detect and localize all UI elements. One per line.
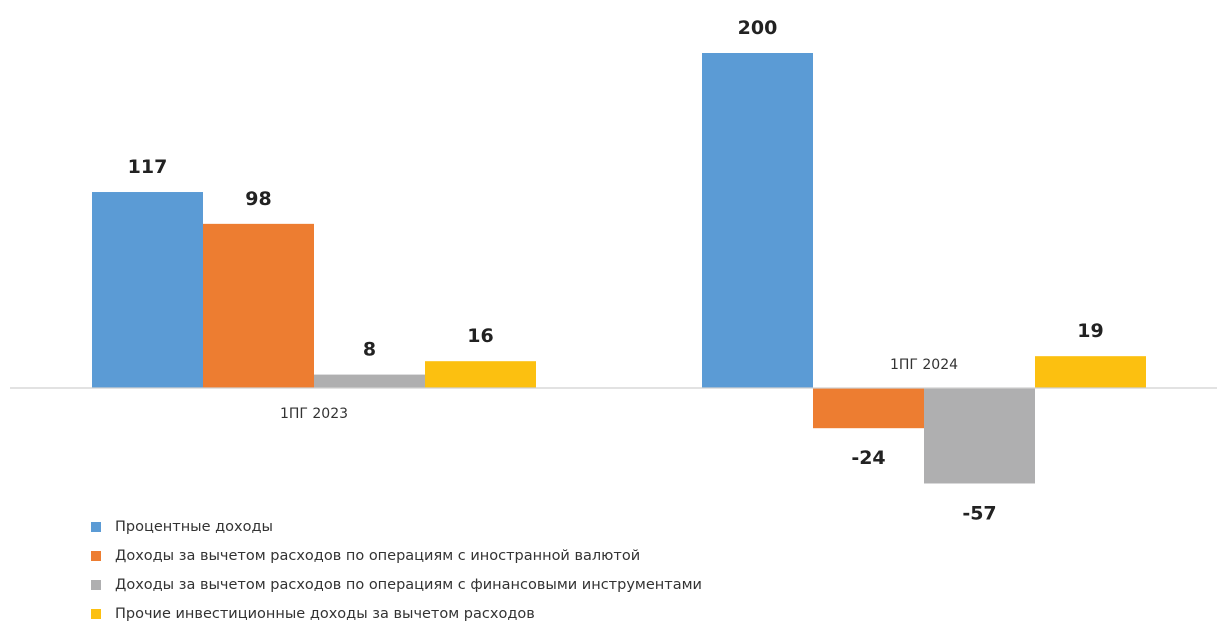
data-label: 19 xyxy=(1077,320,1103,342)
bar xyxy=(1035,356,1146,388)
data-label: -24 xyxy=(851,447,885,469)
bar xyxy=(813,388,924,429)
legend-label: Процентные доходы xyxy=(115,518,273,535)
data-label: 8 xyxy=(363,339,376,361)
legend-item: Доходы за вычетом расходов по операциям … xyxy=(91,541,702,570)
legend-swatch-fx xyxy=(91,550,101,561)
legend-item: Процентные доходы xyxy=(91,512,702,541)
data-label: -57 xyxy=(962,502,996,524)
legend-swatch-fin-instruments xyxy=(91,579,101,590)
bar xyxy=(203,223,314,388)
legend-label: Доходы за вычетом расходов по операциям … xyxy=(115,576,702,593)
data-label: 98 xyxy=(245,188,271,210)
data-label: 200 xyxy=(738,17,778,39)
category-label: 1ПГ 2024 xyxy=(890,357,958,373)
legend-swatch-interest xyxy=(91,521,101,532)
legend-item: Доходы за вычетом расходов по операциям … xyxy=(91,570,702,599)
legend-label: Доходы за вычетом расходов по операциям … xyxy=(115,547,641,564)
bar xyxy=(924,388,1035,484)
data-label: 16 xyxy=(467,325,493,347)
data-label: 117 xyxy=(128,156,168,178)
bar xyxy=(92,192,203,388)
legend-label: Прочие инвестиционные доходы за вычетом … xyxy=(115,605,535,622)
legend: Процентные доходы Доходы за вычетом расх… xyxy=(91,512,702,628)
bar xyxy=(314,374,425,388)
bar xyxy=(702,53,813,388)
bar xyxy=(425,361,536,388)
legend-item: Прочие инвестиционные доходы за вычетом … xyxy=(91,599,702,628)
category-label: 1ПГ 2023 xyxy=(280,406,348,422)
legend-swatch-other xyxy=(91,608,101,619)
